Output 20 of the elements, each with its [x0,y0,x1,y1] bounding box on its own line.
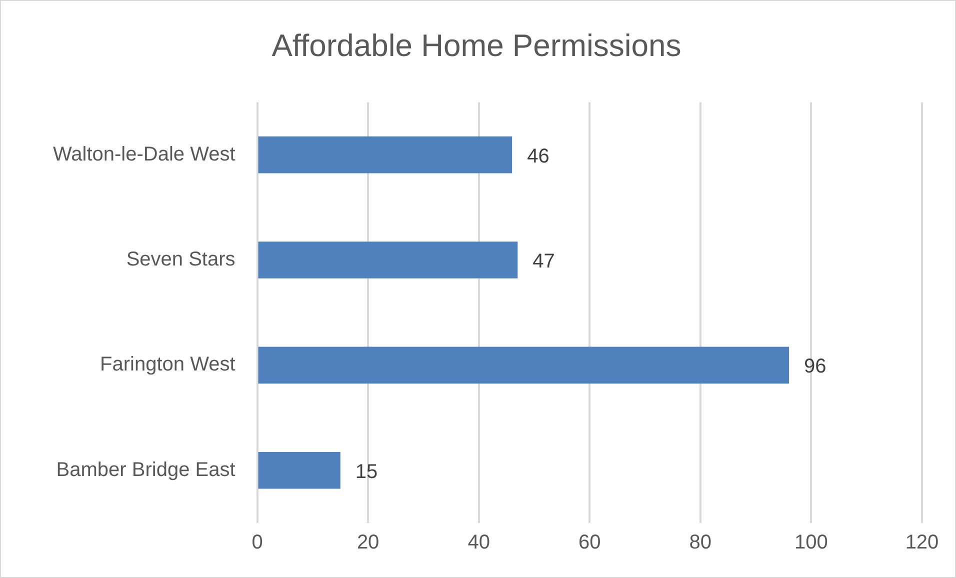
bar [258,346,790,384]
x-tick-label: 20 [356,532,380,554]
bar [258,242,518,278]
y-tick-label: Seven Stars [126,248,236,271]
chart-title: Affordable Home Permissions [272,28,682,64]
y-tick-label: Farington West [100,354,236,376]
x-tick-label: 60 [578,532,601,554]
data-label: 47 [532,250,555,273]
x-tick-label: 120 [905,532,939,554]
data-label: 46 [527,145,550,168]
x-tick-label: 80 [689,532,712,554]
data-label: 15 [355,460,378,483]
bar [258,136,512,174]
x-tick-label: 40 [468,532,490,554]
y-tick-label: Walton-le-Dale West [52,143,236,166]
bar [258,452,340,489]
data-label: 96 [804,356,826,378]
y-tick-label: Bamber Bridge East [56,458,236,481]
x-tick-label: 0 [252,532,263,554]
x-tick-label: 100 [794,532,828,554]
